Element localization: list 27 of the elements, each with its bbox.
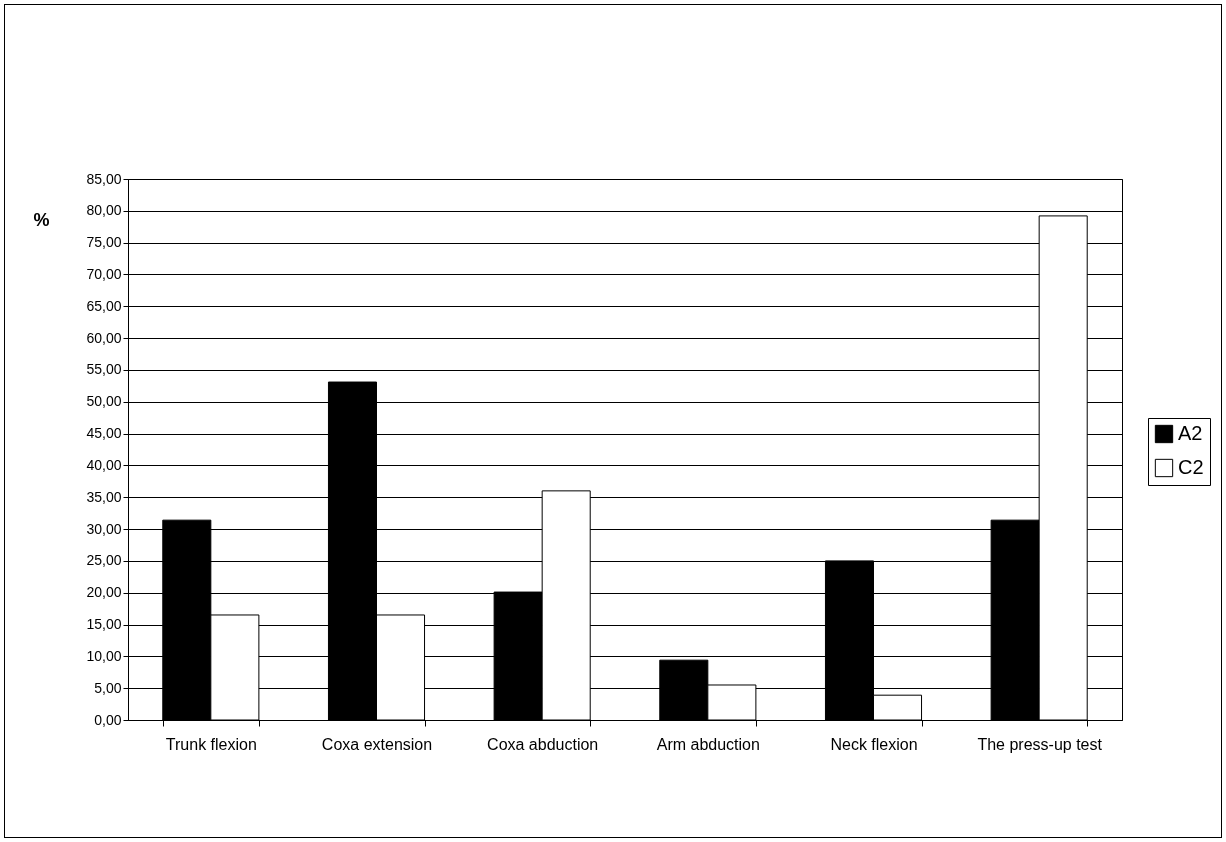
x-tick-label: Trunk flexion — [165, 735, 257, 753]
y-tick-label: 80,00 — [86, 202, 122, 219]
y-tick-label: 50,00 — [86, 393, 122, 410]
y-tick-label: 60,00 — [86, 329, 122, 346]
y-tick-label: 25,00 — [86, 552, 122, 569]
y-tick-label: 30,00 — [86, 520, 122, 537]
x-tick-label: Coxa abduction — [487, 735, 599, 753]
y-tick-label: 65,00 — [86, 297, 122, 314]
y-tick-label: 20,00 — [86, 584, 122, 601]
y-tick-label: 40,00 — [86, 456, 122, 473]
y-tick-label: 35,00 — [86, 488, 122, 505]
y-tick-label: 10,00 — [86, 647, 122, 664]
x-tick-label: The press-up test — [977, 735, 1103, 753]
x-tick-label: Coxa extension — [321, 735, 433, 753]
y-tick-label: 75,00 — [86, 234, 122, 251]
x-tick-label: Neck flexion — [830, 735, 918, 753]
y-tick-label: 70,00 — [86, 265, 122, 282]
y-tick-label: 5,00 — [94, 679, 122, 696]
y-tick-label: 85,00 — [86, 170, 122, 187]
y-tick-label: 55,00 — [86, 361, 122, 378]
y-tick-label: 15,00 — [86, 616, 122, 633]
legend-label: C2 — [1178, 456, 1204, 478]
y-tick-label: 0,00 — [94, 711, 122, 728]
y-tick-label: 45,00 — [86, 425, 122, 442]
x-tick-label: Arm abduction — [656, 735, 760, 753]
legend-label: A2 — [1178, 422, 1203, 444]
y-axis-title: % — [33, 209, 50, 230]
